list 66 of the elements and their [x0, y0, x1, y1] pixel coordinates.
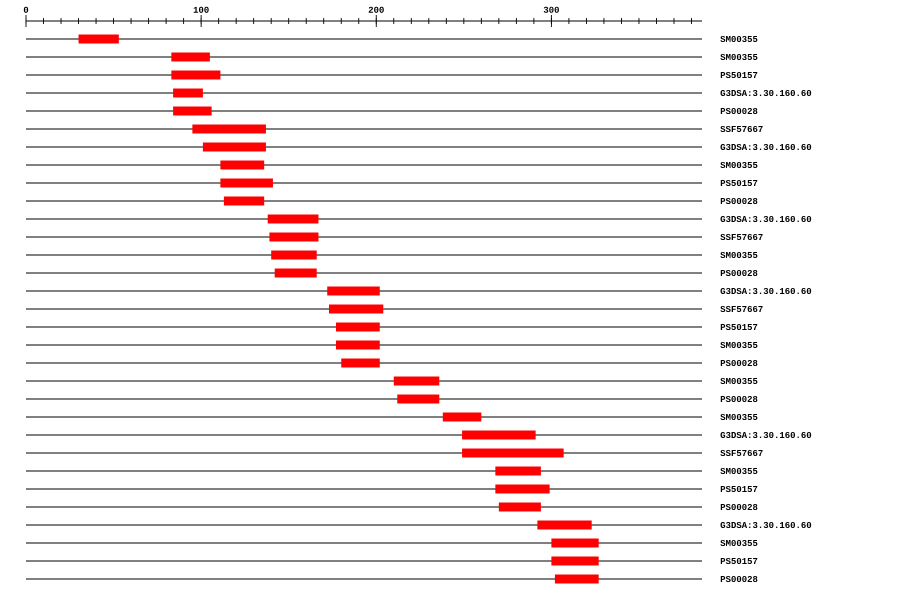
y-tick-label: SM00355: [720, 378, 758, 384]
y-tick-label: G3DSA:3.30.160.60: [720, 216, 812, 222]
y-tick-label: SM00355: [720, 252, 758, 258]
bar: [551, 538, 599, 548]
y-tick-label: PS50157: [720, 486, 758, 492]
y-tick-label: SM00355: [720, 540, 758, 546]
x-tick-label: 0: [24, 6, 28, 13]
bar: [336, 340, 380, 350]
y-tick-label: PS00028: [720, 504, 758, 510]
bar: [268, 214, 318, 224]
bar: [327, 286, 380, 296]
y-tick-label: G3DSA:3.30.160.60: [720, 522, 812, 528]
bar: [192, 124, 266, 134]
y-tick-label: SM00355: [720, 54, 758, 60]
y-tick-label: PS00028: [720, 108, 758, 114]
y-tick-label: G3DSA:3.30.160.60: [720, 288, 812, 294]
x-tick-label: 300: [544, 6, 559, 13]
y-tick-label: PS00028: [720, 270, 758, 276]
bar: [397, 394, 440, 404]
y-tick-label: G3DSA:3.30.160.60: [720, 432, 812, 438]
y-tick-label: PS00028: [720, 198, 758, 204]
y-tick-label: SM00355: [720, 468, 758, 474]
bar: [171, 52, 210, 62]
y-tick-label: G3DSA:3.30.160.60: [720, 144, 812, 150]
y-tick-label: SM00355: [720, 414, 758, 420]
bar: [341, 358, 380, 368]
bar: [495, 484, 550, 494]
y-tick-label: SM00355: [720, 342, 758, 348]
bar: [202, 142, 266, 152]
bar: [498, 502, 541, 512]
y-tick-label: SSF57667: [720, 126, 763, 132]
y-tick-label: SSF57667: [720, 306, 763, 312]
bar: [271, 250, 317, 260]
bar: [274, 268, 317, 278]
bar: [495, 466, 541, 476]
bar: [537, 520, 592, 530]
x-tick-label: 200: [368, 6, 384, 13]
y-tick-label: PS00028: [720, 360, 758, 366]
y-tick-label: G3DSA:3.30.160.60: [720, 90, 812, 96]
bar: [269, 232, 318, 242]
bar: [442, 412, 482, 422]
y-tick-label: SM00355: [720, 162, 758, 168]
bar: [554, 574, 599, 584]
bar: [551, 556, 599, 566]
y-tick-label: PS50157: [720, 558, 758, 564]
x-tick-label: 100: [194, 6, 209, 13]
y-tick-label: PS00028: [720, 576, 758, 582]
y-tick-label: PS50157: [720, 72, 758, 78]
bar: [173, 106, 212, 116]
bar: [336, 322, 380, 332]
bar: [462, 430, 536, 440]
y-tick-label: PS50157: [720, 180, 758, 186]
y-tick-label: SSF57667: [720, 234, 763, 240]
bar: [462, 448, 564, 458]
bar: [78, 34, 119, 44]
y-tick-label: PS00028: [720, 396, 758, 402]
bar: [171, 70, 220, 80]
bar: [394, 376, 440, 386]
y-tick-label: SSF57667: [720, 450, 763, 456]
bar: [224, 196, 264, 206]
bar: [328, 304, 384, 314]
y-tick-label: PS50157: [720, 324, 758, 330]
bar: [220, 160, 264, 170]
bar: [220, 178, 273, 188]
y-tick-label: SM00355: [720, 36, 758, 42]
bar: [173, 88, 203, 98]
